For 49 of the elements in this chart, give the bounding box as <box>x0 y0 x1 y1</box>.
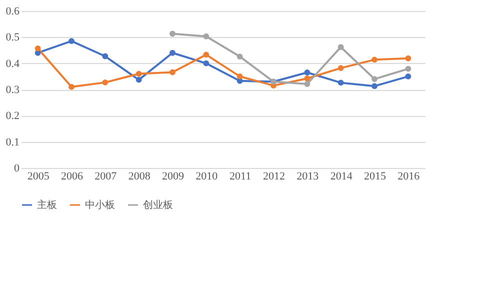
point <box>338 80 344 86</box>
point <box>203 33 210 40</box>
x-tick-label: 2015 <box>364 170 386 182</box>
point <box>236 73 243 80</box>
x-tick-label: 2008 <box>128 170 151 182</box>
point <box>68 84 74 90</box>
point <box>34 45 41 52</box>
point <box>338 65 344 71</box>
y-tick-label: 0.3 <box>6 84 20 96</box>
y-tick-label: 0 <box>14 162 20 174</box>
point <box>236 54 243 60</box>
point <box>372 56 378 63</box>
legend-label: 中小板 <box>85 199 115 211</box>
x-tick-label: 2007 <box>94 170 118 182</box>
x-tick-label: 2012 <box>263 170 285 182</box>
point <box>304 70 310 76</box>
x-tick-label: 2011 <box>230 170 252 182</box>
point <box>338 44 344 50</box>
point <box>304 76 310 82</box>
y-tick-label: 0.2 <box>6 110 20 122</box>
point <box>405 55 412 62</box>
point <box>136 76 142 83</box>
point <box>304 81 310 87</box>
point <box>68 38 74 44</box>
point <box>102 79 108 86</box>
y-tick-label: 0.4 <box>6 58 20 70</box>
x-tick-label: 2013 <box>296 170 320 182</box>
x-tick-label: 2009 <box>162 170 184 182</box>
point <box>136 70 142 77</box>
legend-label: 创业板 <box>143 199 173 211</box>
x-tick-label: 2014 <box>330 170 353 182</box>
x-tick-label: 2010 <box>196 170 218 182</box>
x-tick-label: 2016 <box>398 170 420 182</box>
x-tick-label: 2006 <box>61 170 84 182</box>
point <box>203 52 210 58</box>
point <box>170 50 176 56</box>
y-tick-label: 0.5 <box>6 32 20 44</box>
x-tick-label: 2005 <box>27 170 50 182</box>
point <box>372 83 378 90</box>
point <box>203 60 210 66</box>
point <box>102 53 108 60</box>
point <box>405 66 412 72</box>
y-tick-label: 0.6 <box>6 6 20 18</box>
point <box>405 73 412 80</box>
point <box>372 76 378 82</box>
point <box>170 30 176 37</box>
legend-label: 主板 <box>37 199 57 211</box>
y-tick-label: 0.1 <box>6 136 20 148</box>
point <box>170 69 176 76</box>
